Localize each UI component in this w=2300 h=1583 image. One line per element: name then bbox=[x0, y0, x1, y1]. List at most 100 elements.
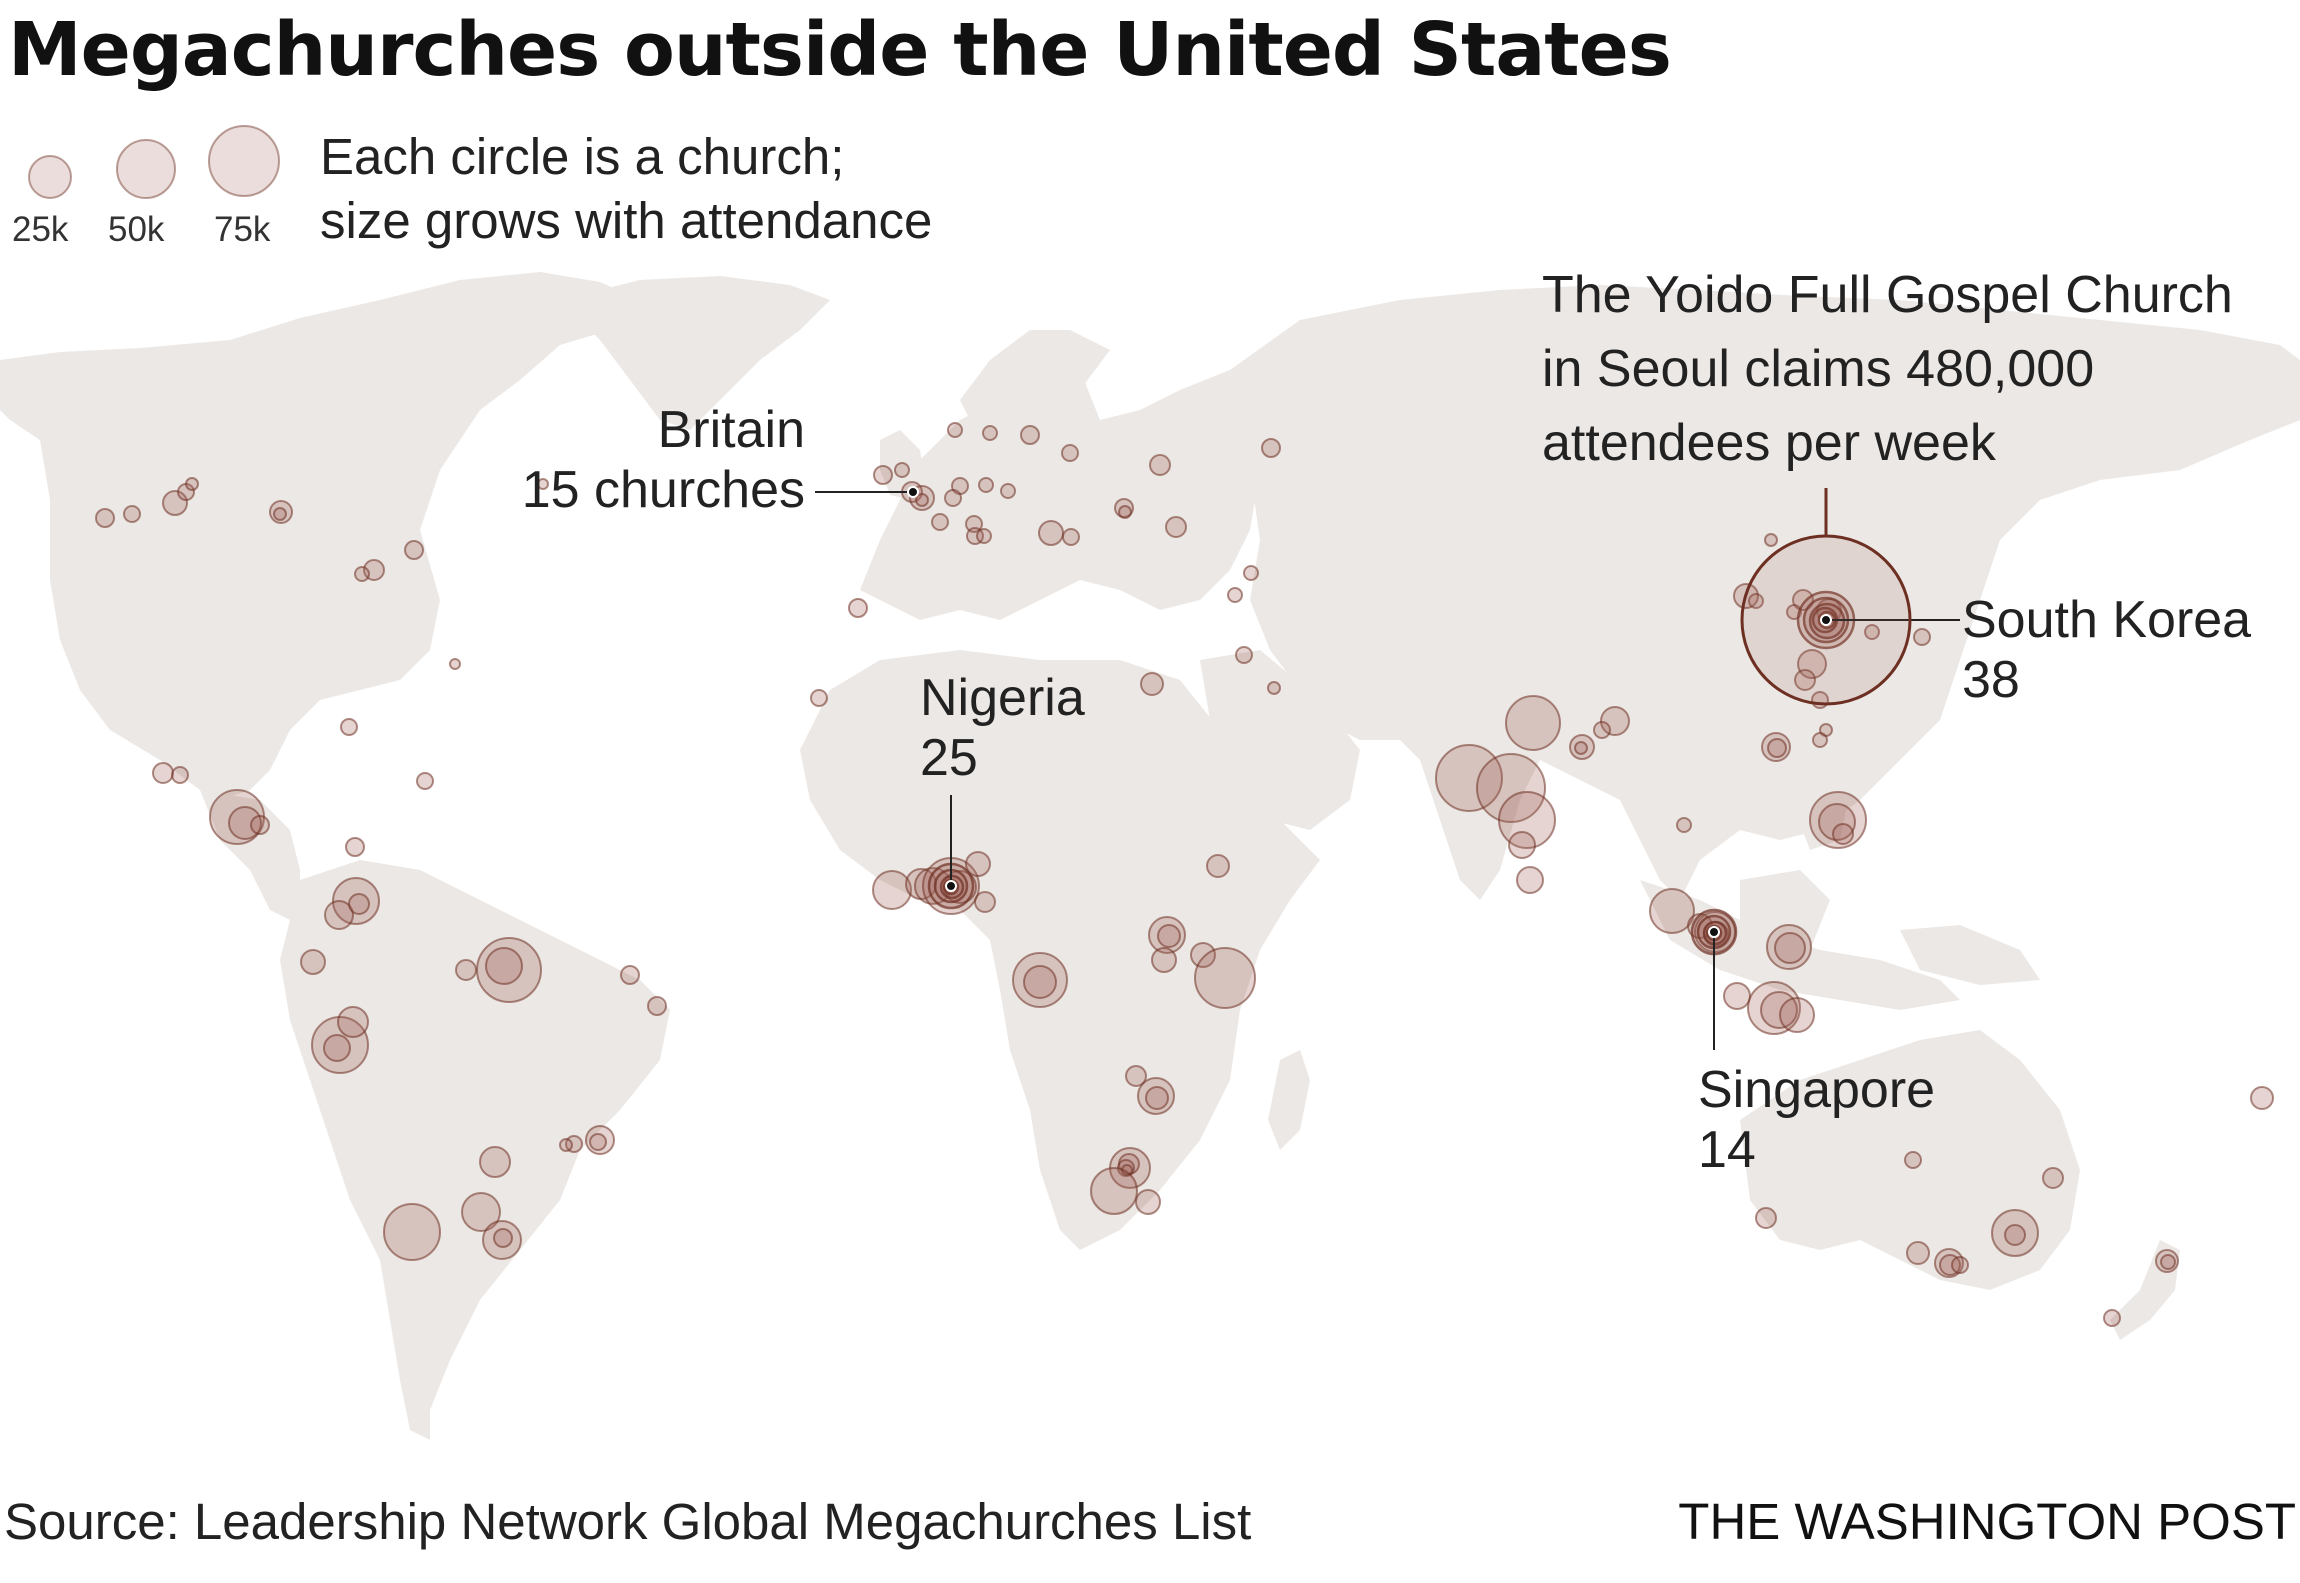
church-circle bbox=[873, 465, 893, 485]
church-circle bbox=[1157, 924, 1181, 948]
church-circle bbox=[152, 762, 174, 784]
church-circle bbox=[1904, 1151, 1922, 1169]
church-circle bbox=[1818, 803, 1856, 841]
church-circle bbox=[1593, 721, 1611, 739]
church-circle bbox=[354, 566, 370, 582]
church-circle bbox=[2250, 1086, 2274, 1110]
church-circle bbox=[1135, 1189, 1161, 1215]
church-circle bbox=[323, 1034, 351, 1062]
church-circle bbox=[416, 772, 434, 790]
church-circle bbox=[332, 877, 380, 925]
britain-label: Britain bbox=[657, 401, 805, 459]
church-circle bbox=[383, 1203, 441, 1261]
church-circle bbox=[1149, 454, 1171, 476]
church-circle bbox=[2004, 1224, 2026, 1246]
church-circle bbox=[95, 508, 115, 528]
church-circle bbox=[1140, 672, 1164, 696]
church-circle bbox=[1832, 823, 1854, 845]
church-circle bbox=[479, 1146, 511, 1178]
church-circle bbox=[1812, 732, 1828, 748]
church-circle bbox=[461, 1192, 501, 1232]
church-circle bbox=[1194, 947, 1256, 1009]
church-circle bbox=[1755, 1207, 1777, 1229]
yoido-line-1: The Yoido Full Gospel Church bbox=[1542, 266, 2233, 324]
church-circle bbox=[1764, 533, 1778, 547]
church-circle bbox=[250, 815, 270, 835]
church-circle bbox=[1020, 425, 1040, 445]
church-circle bbox=[1062, 528, 1080, 546]
church-circle bbox=[1649, 888, 1695, 934]
church-circle bbox=[978, 477, 994, 493]
land-greenland bbox=[560, 276, 830, 430]
chart-title: Megachurches outside the United States bbox=[8, 7, 1672, 93]
church-circle bbox=[537, 478, 549, 490]
nigeria-label: Nigeria bbox=[920, 669, 1085, 727]
church-circle bbox=[1779, 997, 1815, 1033]
land-scandinavia bbox=[960, 330, 1110, 450]
church-circle bbox=[1090, 1167, 1138, 1215]
church-circle bbox=[1748, 593, 1764, 609]
church-circle bbox=[559, 1138, 573, 1152]
nigeria-marker-dot bbox=[945, 880, 957, 892]
land-central-america bbox=[200, 790, 300, 920]
south-korea-count: 38 bbox=[1962, 651, 2020, 709]
church-circle bbox=[1498, 791, 1556, 849]
church-circle bbox=[171, 766, 189, 784]
church-circle bbox=[2103, 1309, 2121, 1327]
church-circle bbox=[1864, 624, 1880, 640]
legend-circle-25k bbox=[28, 155, 72, 199]
church-circle bbox=[1061, 444, 1079, 462]
britain-marker-dot bbox=[907, 486, 919, 498]
church-circle bbox=[337, 1006, 369, 1038]
land-new-guinea bbox=[1900, 925, 2040, 985]
nigeria-count: 25 bbox=[920, 729, 978, 787]
church-circle bbox=[2160, 1254, 2176, 1270]
publisher-credit: THE WASHINGTON POST bbox=[1678, 1493, 2296, 1550]
singapore-annotation: Singapore 14 bbox=[1698, 1060, 1935, 1180]
church-circle bbox=[340, 718, 358, 736]
church-circle bbox=[485, 947, 523, 985]
yoido-line-2: in Seoul claims 480,000 bbox=[1542, 340, 2095, 398]
church-circle bbox=[1767, 738, 1787, 758]
legend-line-2: size grows with attendance bbox=[320, 192, 933, 249]
church-circle bbox=[449, 658, 461, 670]
church-circles bbox=[95, 422, 2274, 1327]
church-circle bbox=[493, 1228, 513, 1248]
church-circle bbox=[1991, 1209, 2039, 1257]
yoido-line-3: attendees per week bbox=[1542, 414, 1996, 472]
church-circle bbox=[1476, 753, 1546, 823]
church-circle bbox=[1125, 1065, 1147, 1087]
church-circle bbox=[1794, 669, 1816, 691]
south-korea-label: South Korea bbox=[1962, 591, 2252, 649]
church-circle bbox=[1600, 706, 1630, 736]
legend-label-25k: 25k bbox=[12, 210, 69, 249]
church-circle bbox=[1000, 483, 1016, 499]
church-circle bbox=[1206, 854, 1230, 878]
church-circle bbox=[1505, 695, 1561, 751]
church-circle bbox=[1235, 646, 1253, 664]
land-europe bbox=[860, 370, 1260, 620]
church-circle bbox=[1951, 1256, 1969, 1274]
church-circle bbox=[810, 689, 828, 707]
church-circle bbox=[1165, 516, 1187, 538]
church-circle bbox=[185, 477, 199, 491]
church-circle bbox=[944, 489, 962, 507]
church-circle bbox=[1435, 744, 1503, 812]
leader-lines bbox=[815, 488, 1960, 1050]
legend-circles bbox=[28, 125, 280, 199]
size-legend: 25k 50k 75k Each circle is a church; siz… bbox=[10, 125, 1110, 265]
church-circle bbox=[1261, 438, 1281, 458]
church-circle bbox=[982, 425, 998, 441]
britain-count: 15 churches bbox=[521, 461, 805, 519]
highlight-markers bbox=[907, 486, 1912, 938]
church-circle bbox=[894, 462, 910, 478]
church-circle bbox=[1774, 932, 1806, 964]
church-circle bbox=[1267, 681, 1281, 695]
land-south-america bbox=[280, 860, 670, 1440]
church-circle bbox=[1792, 589, 1814, 611]
church-circle bbox=[620, 965, 640, 985]
church-circle bbox=[404, 540, 424, 560]
land-madagascar bbox=[1268, 1050, 1310, 1150]
church-circle bbox=[1012, 952, 1068, 1008]
church-circle bbox=[647, 996, 667, 1016]
